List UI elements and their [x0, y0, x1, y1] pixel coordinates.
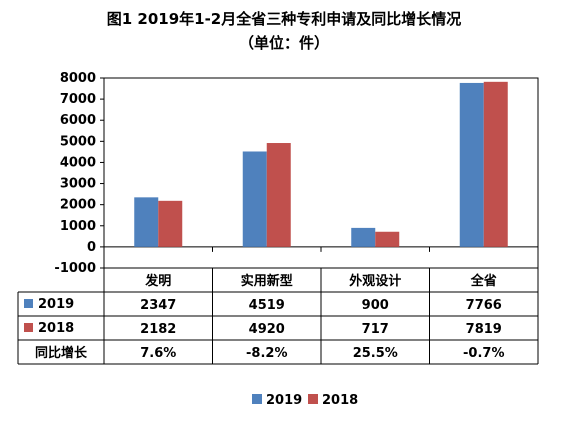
row-label-2018: 2018: [38, 321, 74, 336]
bar-2019-2: [351, 227, 376, 247]
growth-label: -8.2%: [246, 346, 287, 361]
y-tick-label: 3000: [60, 177, 96, 192]
data-label: 900: [362, 298, 389, 313]
bar-2019-0: [134, 197, 159, 247]
legend-label-2019: 2019: [266, 393, 302, 408]
y-tick-label: 0: [87, 240, 96, 255]
bar-2019-3: [459, 82, 484, 247]
category-label: 外观设计: [348, 273, 401, 289]
data-label: 2182: [140, 322, 176, 337]
category-label: 全省: [470, 273, 497, 289]
data-label: 717: [362, 322, 389, 337]
bar-2018-2: [375, 231, 400, 247]
category-label: 实用新型: [241, 273, 293, 289]
bar-2018-3: [483, 81, 508, 247]
category-label: 发明: [144, 273, 171, 289]
y-tick-label: 8000: [60, 71, 96, 86]
y-tick-label: 4000: [60, 155, 96, 170]
y-tick-label: 1000: [60, 219, 96, 234]
chart-subtitle: （单位：件）: [238, 34, 329, 52]
y-tick-label: 6000: [60, 113, 96, 128]
y-tick-label: 7000: [60, 92, 96, 107]
data-label: 7819: [466, 322, 502, 337]
legend-key-2019: [24, 299, 33, 308]
legend-swatch-2018: [308, 394, 318, 404]
row-label-2019: 2019: [38, 297, 74, 312]
data-label: 4920: [249, 322, 285, 337]
row-label-growth: 同比增长: [35, 345, 88, 361]
growth-label: 7.6%: [140, 346, 176, 361]
y-tick-label: -1000: [54, 261, 96, 276]
data-label: 2347: [140, 298, 176, 313]
growth-label: -0.7%: [463, 346, 504, 361]
bar-2018-1: [266, 143, 291, 247]
data-label: 4519: [249, 298, 285, 313]
bar-2018-0: [158, 200, 183, 247]
data-label: 7766: [466, 298, 502, 313]
legend-label-2018: 2018: [322, 393, 358, 408]
y-tick-label: 2000: [60, 198, 96, 213]
legend-key-2018: [24, 323, 33, 332]
growth-label: 25.5%: [353, 346, 398, 361]
legend-swatch-2019: [252, 394, 262, 404]
y-tick-label: 5000: [60, 134, 96, 149]
chart-title: 图1 2019年1-2月全省三种专利申请及同比增长情况: [106, 10, 462, 28]
bar-2019-1: [242, 151, 267, 247]
